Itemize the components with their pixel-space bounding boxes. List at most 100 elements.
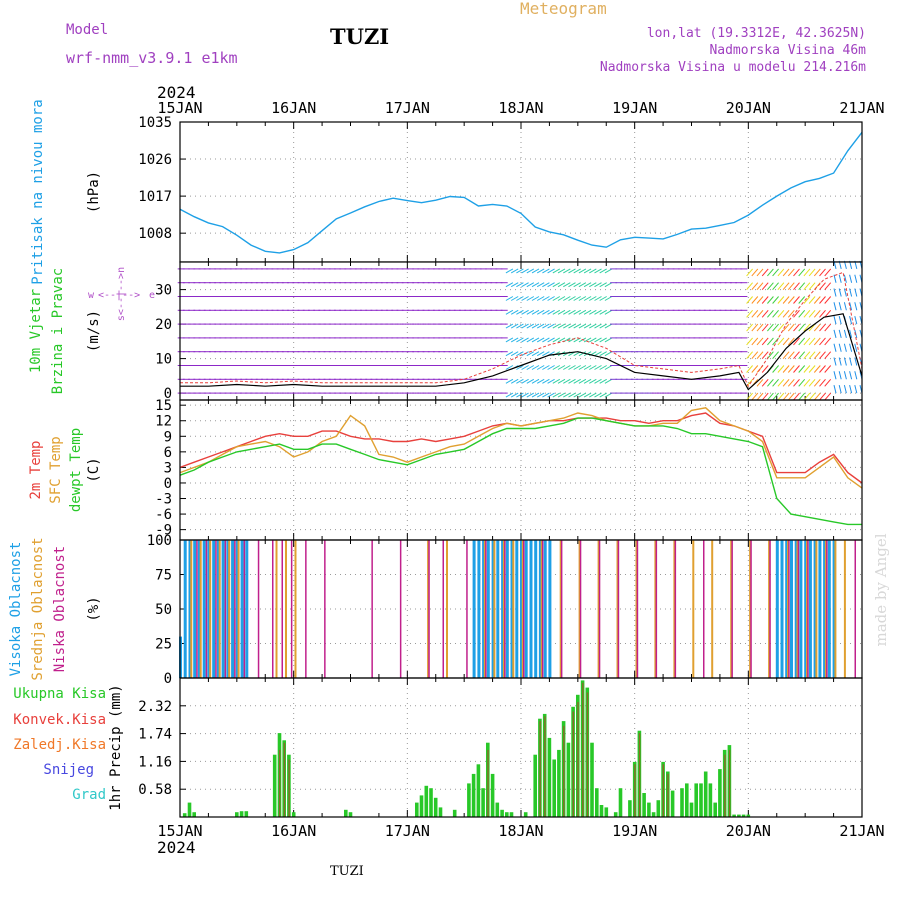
wind-barb: [819, 296, 826, 304]
precip-total-bar: [476, 764, 481, 817]
wind-barb: [547, 365, 555, 370]
wind-barb: [516, 392, 524, 398]
cloud-bar: [635, 540, 638, 678]
time-label-bottom: 16JAN: [271, 822, 316, 840]
time-label-bottom: 17JAN: [385, 822, 430, 840]
wind-barb: [803, 323, 811, 332]
cloud-bar: [826, 540, 828, 678]
cloud-bar: [221, 540, 225, 678]
wind-barb: [746, 337, 753, 346]
wind-barb: [767, 309, 774, 318]
wind-barb: [552, 365, 561, 370]
wind-barb: [782, 392, 790, 401]
y-tick-label: 1017: [138, 189, 172, 205]
precip-total-bar: [415, 802, 419, 817]
wind-barb: [568, 268, 576, 274]
wind-barb: [854, 371, 858, 380]
wind-barb: [510, 309, 519, 315]
wind-barb: [510, 337, 519, 343]
y-tick-label: -6: [155, 507, 172, 523]
precip-total-bar: [481, 788, 485, 817]
wind-barb: [547, 378, 555, 384]
panel-ylabel: (hPa): [86, 171, 102, 213]
cloud-bar: [529, 540, 533, 678]
precip-total-bar: [424, 785, 429, 817]
cloud-bar: [493, 540, 496, 678]
wind-barb: [808, 392, 816, 401]
wind-barb: [813, 296, 821, 304]
wind-barb: [594, 323, 602, 329]
wind-barb: [746, 323, 753, 332]
wind-barb: [756, 378, 764, 387]
wind-barb: [604, 296, 613, 301]
precip-total-bar: [718, 769, 722, 817]
precip-total-bar: [348, 812, 353, 817]
wind-barb: [516, 378, 524, 384]
wind-barb: [793, 309, 800, 318]
precip-conv-bar: [662, 764, 664, 817]
wind-barb: [803, 282, 811, 291]
wind-barb: [568, 282, 576, 288]
wind-barb: [777, 337, 785, 346]
panel-wind: 0 10 20 30 (m/s) 10m Vjetar Brzina i Pravac w <-…: [28, 260, 863, 402]
wind-barb: [793, 296, 800, 304]
wind-barb: [854, 329, 858, 339]
wind-barb: [589, 337, 597, 343]
cloud-bar: [548, 540, 552, 678]
chart-panels: 15JAN 15JAN 16JAN 16JAN 17JAN 17JAN 18JAN 18JAN…: [8, 99, 885, 840]
wind-barb: [573, 378, 581, 384]
wind-barb: [510, 268, 519, 274]
wind-barb: [536, 323, 545, 329]
cloud-bar: [290, 540, 293, 678]
cloud-bar: [827, 540, 831, 678]
wind-barb: [505, 323, 514, 329]
wind-barb: [787, 392, 795, 401]
wind-barb: [547, 282, 555, 288]
wind-barb: [751, 365, 759, 373]
cloud-bar: [510, 540, 514, 678]
cloud-bar: [482, 540, 486, 678]
cloud-bar: [281, 540, 283, 678]
cloud-bar: [486, 540, 490, 678]
wind-barb: [756, 309, 764, 318]
precip-total-bar: [557, 749, 561, 817]
wind-barb: [777, 378, 785, 387]
cloud-bar: [224, 540, 227, 678]
precip-total-bar: [429, 788, 433, 817]
cloud-bar: [598, 540, 601, 678]
wind-barb: [813, 365, 821, 373]
wind-barb: [594, 268, 602, 274]
precip-conv-bar: [563, 725, 565, 817]
wind-barb: [583, 323, 592, 329]
wind-barb: [505, 365, 514, 370]
time-label-top: 15JAN: [157, 99, 202, 117]
pressure-side-label: Pritisak na nivou mora: [30, 99, 46, 284]
precip-total-bar: [547, 737, 552, 817]
wind-barb: [599, 309, 607, 315]
wind-barb: [531, 296, 540, 301]
wind-barb: [793, 323, 800, 332]
wind-barb: [599, 268, 607, 274]
wind-barb: [531, 351, 540, 357]
wind-barb: [563, 296, 571, 301]
cloud-side-label: Visoka Oblacnost: [8, 542, 24, 677]
precip-total-bar: [685, 783, 689, 817]
wind-barb: [819, 337, 826, 346]
precip-total-bar: [618, 788, 623, 817]
precip-total-bar: [490, 773, 495, 817]
wind-barb: [594, 309, 602, 315]
wind-barb: [599, 323, 607, 329]
wind-barb: [531, 337, 540, 343]
wind-barb: [808, 309, 816, 318]
wind-barb: [536, 282, 545, 288]
wind-barb: [526, 378, 535, 384]
cloud-bar: [446, 540, 448, 678]
cloud-bar: [806, 540, 808, 678]
cloud-bar: [654, 540, 657, 678]
y-tick-label: -9: [155, 523, 172, 539]
y-tick-label: 0.58: [138, 782, 172, 798]
wind-barb: [756, 282, 764, 291]
cloud-bar: [243, 540, 246, 678]
precip-conv-bar: [586, 692, 589, 817]
wind-barb: [772, 282, 779, 291]
